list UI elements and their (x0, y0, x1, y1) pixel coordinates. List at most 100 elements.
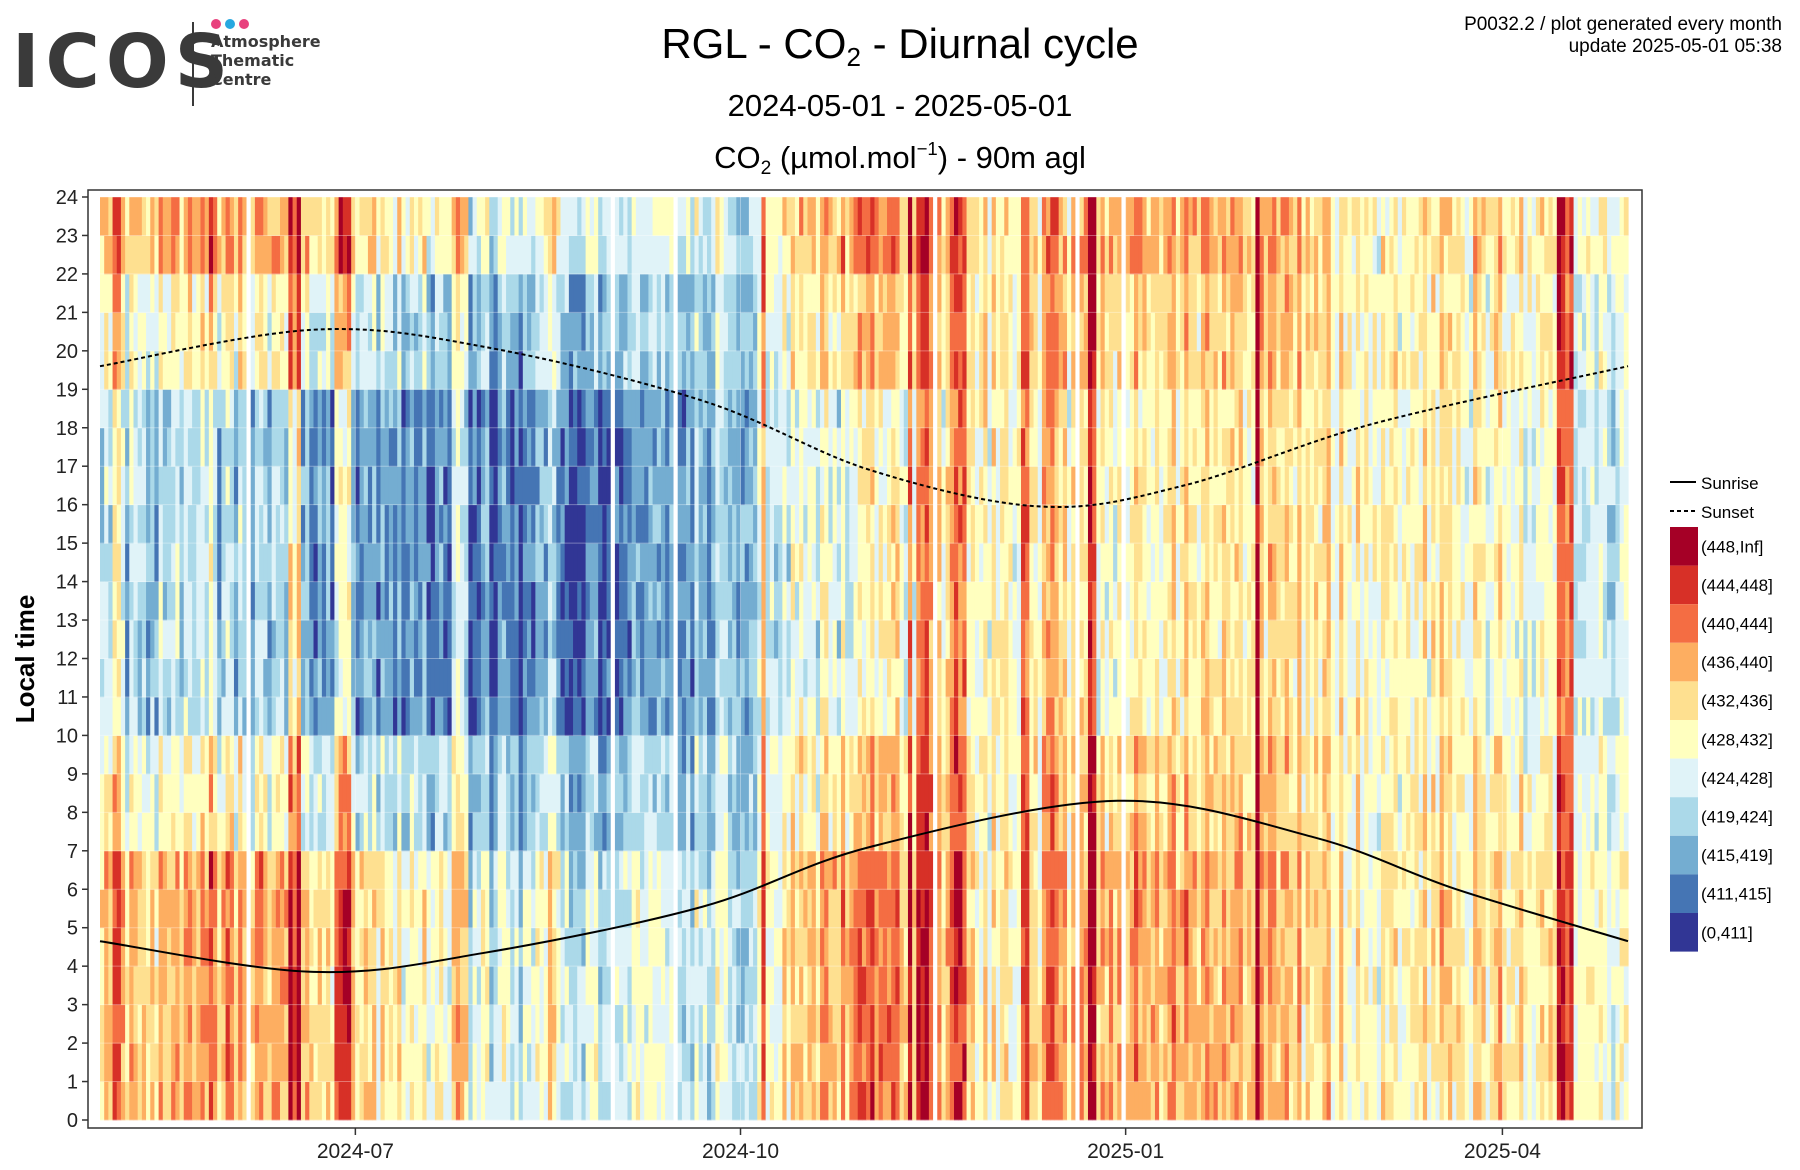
heatmap-cell (476, 927, 482, 967)
heatmap-cell (694, 543, 700, 582)
heatmap-cell (614, 1043, 620, 1082)
heatmap-cell (125, 773, 130, 813)
heatmap-cell (305, 966, 310, 1006)
heatmap-cell (158, 966, 164, 1006)
heatmap-cell (451, 312, 457, 352)
heatmap-cell (857, 504, 863, 544)
heatmap-cell (631, 1043, 637, 1082)
heatmap-cell (552, 235, 557, 275)
heatmap-cell (129, 696, 135, 736)
heatmap-cell (552, 850, 557, 890)
heatmap-cell (527, 504, 532, 544)
heatmap-cell (652, 543, 658, 582)
heatmap-cell (949, 1081, 955, 1121)
heatmap-cell (610, 466, 616, 506)
heatmap-cell (912, 620, 917, 659)
heatmap-cell (903, 1081, 909, 1121)
heatmap-cell (183, 658, 189, 698)
heatmap-cell (284, 389, 289, 429)
heatmap-cell (141, 658, 147, 698)
heatmap-cell (263, 312, 269, 352)
heatmap-cell (376, 1043, 382, 1082)
heatmap-cell (757, 427, 763, 467)
heatmap-cell (401, 350, 407, 390)
heatmap-cell (300, 1043, 306, 1082)
heatmap-cell (778, 658, 783, 698)
heatmap-cell (535, 735, 541, 775)
heatmap-cell (820, 658, 825, 698)
heatmap-cell (769, 850, 775, 890)
heatmap-cell (363, 466, 369, 506)
heatmap-cell (660, 389, 666, 429)
heatmap-cell (807, 389, 813, 429)
heatmap-cell (656, 197, 662, 236)
heatmap-cell (744, 620, 750, 659)
heatmap-cell (280, 235, 285, 275)
heatmap-cell (330, 197, 336, 236)
heatmap-cell (359, 543, 365, 582)
heatmap-cell (187, 1004, 193, 1044)
heatmap-cell (317, 466, 323, 506)
heatmap-cell (225, 350, 231, 390)
heatmap-cell (882, 812, 888, 852)
heatmap-cell (711, 850, 716, 890)
heatmap-cell (363, 235, 369, 275)
heatmap-cell (891, 197, 896, 236)
heatmap-cell (254, 543, 260, 582)
heatmap-cell (125, 197, 130, 236)
heatmap-cell (246, 696, 252, 736)
heatmap-cell (895, 1081, 901, 1121)
heatmap-cell (317, 427, 323, 467)
heatmap-cell (891, 427, 896, 467)
heatmap-cell (870, 735, 876, 775)
heatmap-cell (112, 966, 118, 1006)
heatmap-cell (434, 658, 440, 698)
heatmap-cell (660, 658, 666, 698)
heatmap-cell (811, 273, 817, 313)
heatmap-cell (727, 735, 733, 775)
heatmap-cell (166, 927, 172, 967)
heatmap-cell (794, 197, 800, 236)
heatmap-cell (903, 312, 909, 352)
heatmap-cell (753, 504, 758, 544)
heatmap-cell (460, 350, 465, 390)
heatmap-cell (727, 350, 733, 390)
heatmap-cell (665, 466, 670, 506)
heatmap-cell (903, 235, 909, 275)
heatmap-cell (694, 1004, 700, 1044)
heatmap-cell (334, 427, 340, 467)
heatmap-cell (238, 1043, 243, 1082)
heatmap-cell (330, 889, 336, 929)
heatmap-cell (175, 850, 181, 890)
heatmap-cell (393, 889, 398, 929)
heatmap-cell (192, 273, 197, 313)
heatmap-cell (376, 389, 382, 429)
heatmap-cell (476, 1043, 482, 1082)
heatmap-cell (598, 927, 603, 967)
heatmap-cell (359, 773, 365, 813)
heatmap-cell (346, 350, 352, 390)
heatmap-cell (305, 927, 310, 967)
heatmap-cell (849, 850, 855, 890)
heatmap-cell (577, 927, 583, 967)
heatmap-cell (627, 197, 633, 236)
heatmap-cell (254, 696, 260, 736)
heatmap-cell (836, 658, 842, 698)
heatmap-cell (924, 427, 930, 467)
heatmap-cell (807, 1043, 813, 1082)
heatmap-cell (782, 312, 788, 352)
heatmap-cell (150, 389, 156, 429)
heatmap-cell (895, 197, 901, 236)
heatmap-cell (732, 658, 737, 698)
heatmap-cell (799, 773, 804, 813)
heatmap-cell (443, 581, 449, 621)
heatmap-cell (472, 735, 478, 775)
heatmap-cell (568, 312, 574, 352)
heatmap-cell (765, 504, 771, 544)
heatmap-cell (108, 1004, 114, 1044)
heatmap-cell (614, 773, 620, 813)
heatmap-cell (715, 658, 721, 698)
heatmap-cell (660, 696, 666, 736)
heatmap-cell (928, 696, 934, 736)
heatmap-cell (280, 696, 285, 736)
